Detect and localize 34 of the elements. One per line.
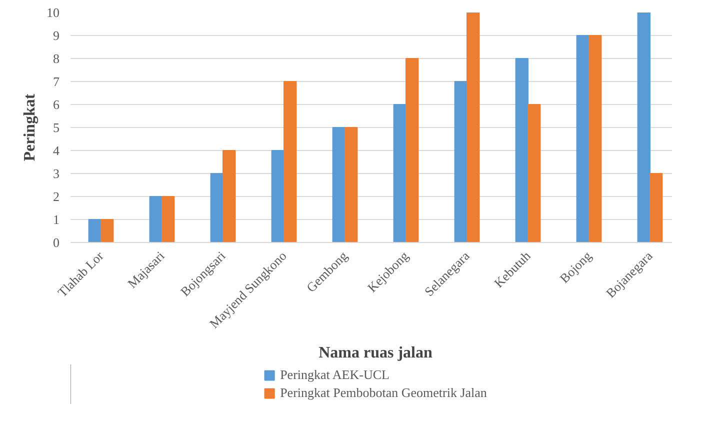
y-tick-label: 3 bbox=[53, 166, 60, 181]
bar bbox=[222, 150, 236, 242]
y-tick-label: 2 bbox=[53, 189, 60, 204]
bar bbox=[528, 104, 541, 242]
bar bbox=[393, 104, 406, 242]
y-tick-label: 0 bbox=[53, 235, 60, 250]
bar bbox=[210, 173, 224, 242]
y-tick-label: 9 bbox=[53, 28, 60, 43]
bar bbox=[637, 12, 650, 242]
bar bbox=[515, 58, 528, 242]
x-axis-title: Nama ruas jalan bbox=[318, 344, 432, 362]
bar bbox=[406, 58, 419, 242]
bar bbox=[576, 35, 590, 242]
bar bbox=[588, 35, 602, 242]
bar bbox=[271, 150, 284, 242]
y-tick-label: 6 bbox=[53, 97, 60, 112]
bar bbox=[466, 12, 480, 242]
y-axis-title: Peringkat bbox=[22, 93, 38, 162]
bar bbox=[162, 196, 175, 242]
bar bbox=[149, 196, 162, 242]
bar bbox=[344, 127, 358, 242]
y-tick-label: 7 bbox=[53, 74, 60, 89]
legend-label: Peringkat AEK-UCL bbox=[280, 367, 390, 383]
y-tick-label: 5 bbox=[53, 120, 60, 135]
legend-label: Peringkat Pembobotan Geometrik Jalan bbox=[280, 385, 487, 401]
y-tick-label: 8 bbox=[53, 51, 60, 66]
bar bbox=[284, 81, 297, 242]
bar bbox=[100, 219, 114, 242]
bar bbox=[650, 173, 663, 242]
bar bbox=[454, 81, 468, 242]
y-tick-label: 4 bbox=[53, 143, 60, 158]
y-tick-label: 10 bbox=[46, 5, 60, 20]
bar bbox=[332, 127, 346, 242]
y-tick-label: 1 bbox=[53, 212, 60, 227]
